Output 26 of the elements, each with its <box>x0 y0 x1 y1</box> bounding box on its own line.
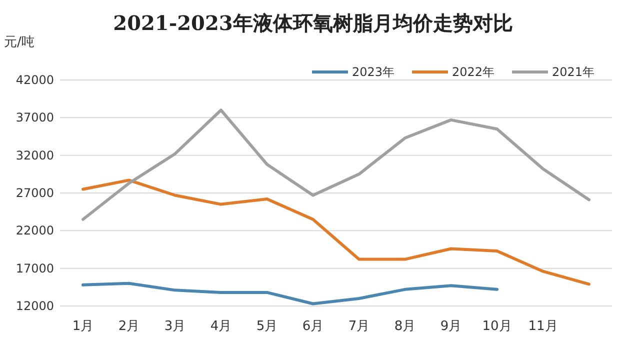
x-tick-label: 6月 <box>302 319 324 334</box>
y-tick-label: 12000 <box>16 299 54 313</box>
x-tick-label: 2月 <box>118 319 140 334</box>
legend-label: 2023年 <box>352 65 395 79</box>
y-tick-label: 17000 <box>16 261 54 276</box>
x-tick-label: 4月 <box>210 319 232 334</box>
line-series <box>82 108 590 221</box>
x-tick-label: 7月 <box>348 319 370 334</box>
x-tick-label: 11月 <box>528 319 558 334</box>
y-tick-label: 32000 <box>16 148 54 162</box>
legend-label: 2021年 <box>552 65 595 79</box>
y-tick-label: 22000 <box>16 224 54 238</box>
line-series <box>82 178 590 286</box>
x-tick-label: 5月 <box>256 319 278 334</box>
x-tick-label: 3月 <box>164 319 186 334</box>
line-series <box>82 282 498 306</box>
x-tick-label: 1月 <box>72 319 94 334</box>
y-tick-label: 42000 <box>16 73 54 87</box>
x-tick-label: 8月 <box>394 319 416 334</box>
y-tick-label: 37000 <box>16 110 54 125</box>
legend-label: 2022年 <box>452 65 495 79</box>
x-tick-label: 10月 <box>482 319 512 334</box>
x-tick-label: 9月 <box>440 319 462 334</box>
chart-title: 2021-2023年液体环氧树脂月均价走势对比 <box>113 11 513 35</box>
y-axis-title: 元/吨 <box>4 35 34 50</box>
y-tick-label: 27000 <box>16 186 54 200</box>
